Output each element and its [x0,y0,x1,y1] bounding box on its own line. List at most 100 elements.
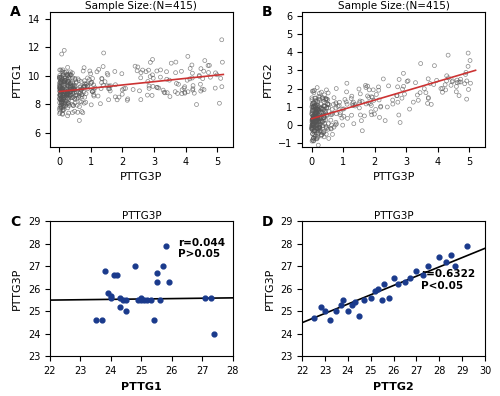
Point [59,69,67,76]
Point [332,99,340,106]
Point [58,74,66,81]
Point [310,137,318,144]
Point [332,121,340,127]
Point [101,268,109,274]
Point [192,101,200,108]
Point [68,101,76,107]
Point [112,82,120,88]
Point [64,89,72,96]
Point [428,101,436,108]
Point [56,86,64,93]
Point [320,108,328,114]
Point [310,135,318,141]
Point [152,84,160,91]
Point [308,95,316,101]
Point [80,94,88,100]
Point [311,119,319,126]
Point [310,128,318,134]
Point [358,118,366,124]
Point [368,94,376,101]
Point [344,308,352,314]
Point [69,94,77,100]
Point [57,74,65,80]
Point [188,70,196,76]
Point [436,254,444,261]
Point [118,70,126,77]
Point [320,114,328,121]
Point [316,109,324,116]
Point [122,297,130,303]
Point [133,68,141,74]
Point [323,112,331,118]
Point [184,53,192,59]
Point [324,105,332,111]
Point [76,98,84,105]
Point [75,78,83,84]
Point [60,89,68,95]
Point [94,66,102,72]
Point [308,116,316,122]
Point [90,93,98,99]
Point [318,110,326,116]
Point [64,82,72,89]
Point [312,114,320,120]
Point [183,77,191,84]
Point [56,84,64,91]
Point [313,102,321,108]
Point [104,97,112,103]
Point [312,115,320,122]
Point [462,243,470,249]
Title: Pearson-Correlation:0.5662
P-value:1.473e-36
Sample Size:(N=415): Pearson-Correlation:0.5662 P-value:1.473… [322,0,465,11]
Point [60,78,68,85]
Point [63,90,71,96]
Point [64,88,72,95]
Point [67,89,75,95]
Point [312,108,320,114]
Point [104,72,112,78]
Point [163,76,171,82]
Point [62,100,70,107]
Point [340,113,348,120]
Point [310,113,318,119]
X-axis label: PTTG3P: PTTG3P [120,172,162,182]
Point [97,86,105,92]
Point [138,295,145,301]
Point [360,297,368,303]
Point [63,90,71,96]
Point [60,92,68,99]
Point [311,105,319,111]
Point [58,98,66,105]
Point [314,115,322,121]
Point [64,72,72,79]
Point [310,109,318,115]
Point [322,124,330,131]
Point [213,72,221,78]
Point [62,103,70,109]
Point [308,124,316,130]
Point [324,101,332,107]
Point [56,89,64,95]
Point [59,92,67,99]
Point [60,69,68,76]
Point [66,92,74,98]
Point [322,123,330,129]
Point [314,126,322,132]
Point [218,84,226,90]
Point [206,62,214,69]
Point [462,71,469,78]
Point [82,90,90,97]
Point [332,86,340,92]
Point [58,97,66,103]
Point [310,104,318,110]
Point [464,50,472,56]
Point [132,263,140,270]
Point [180,84,188,90]
Point [312,112,320,119]
Point [314,135,322,141]
Point [76,84,84,90]
Point [317,105,325,111]
Point [58,51,66,57]
Point [322,117,330,123]
Point [325,101,333,108]
Point [70,89,78,95]
